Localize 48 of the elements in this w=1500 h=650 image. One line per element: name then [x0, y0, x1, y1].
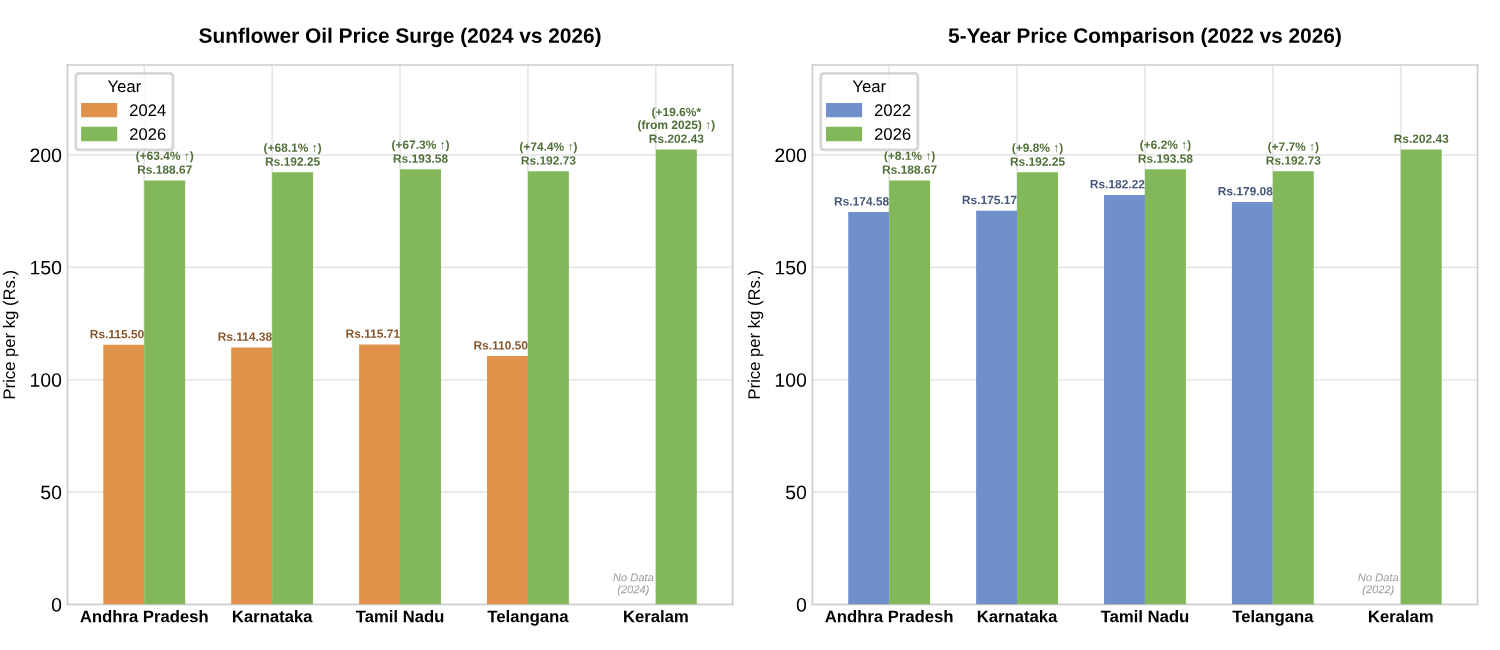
- legend-title: Year: [852, 80, 886, 93]
- bar: [848, 212, 890, 605]
- x-tick-label: Telangana: [1232, 610, 1314, 626]
- y-tick-label: 50: [786, 485, 807, 500]
- bar: [272, 172, 314, 605]
- bar: [1144, 169, 1186, 605]
- y-tick-label: 0: [51, 597, 62, 612]
- legend-label: 2026: [874, 128, 911, 140]
- x-tick-label: Keralam: [1368, 610, 1433, 623]
- y-tick-label: 200: [775, 148, 807, 163]
- x-tick-label: Tamil Nadu: [1100, 610, 1189, 623]
- chart-title: Sunflower Oil Price Surge (2024 vs 2026): [199, 27, 601, 48]
- y-tick-label: 100: [30, 373, 62, 387]
- bar: [1017, 172, 1058, 605]
- bar: [103, 344, 145, 605]
- bar: [231, 347, 273, 605]
- x-tick-label: Keralam: [624, 610, 688, 623]
- bar: [1104, 194, 1145, 605]
- bar: [1400, 149, 1442, 605]
- bar: [1231, 201, 1273, 605]
- chart-title: 5-Year Price Comparison (2022 vs 2026): [948, 27, 1341, 48]
- bar: [655, 149, 697, 605]
- y-tick-label: 0: [796, 597, 807, 612]
- legend-label: 2022: [874, 104, 911, 117]
- x-tick-label: Telangana: [487, 610, 569, 626]
- bar: [527, 171, 569, 605]
- x-tick-label: Andhra Pradesh: [825, 610, 953, 623]
- legend-label: 2024: [130, 104, 166, 117]
- x-tick-label: Karnataka: [977, 610, 1058, 623]
- bar: [976, 210, 1018, 605]
- bar: [144, 180, 186, 605]
- bar: [359, 344, 401, 605]
- bar: [400, 169, 441, 605]
- x-tick-label: Karnataka: [232, 610, 313, 623]
- legend-label: 2026: [130, 128, 166, 140]
- y-tick-label: 150: [775, 260, 807, 275]
- bar: [487, 356, 528, 605]
- y-tick-label: 150: [30, 260, 62, 275]
- legend-title: Year: [107, 80, 141, 93]
- y-tick-label: 200: [30, 148, 62, 163]
- x-tick-label: Tamil Nadu: [355, 610, 444, 623]
- y-tick-label: 100: [775, 373, 807, 387]
- y-axis-title: Price per kg (Rs.): [2, 270, 19, 399]
- bar: [889, 180, 931, 605]
- bar: [1272, 171, 1314, 605]
- y-tick-label: 50: [41, 485, 62, 500]
- x-tick-label: Andhra Pradesh: [80, 610, 208, 623]
- y-axis-title: Price per kg (Rs.): [747, 270, 764, 399]
